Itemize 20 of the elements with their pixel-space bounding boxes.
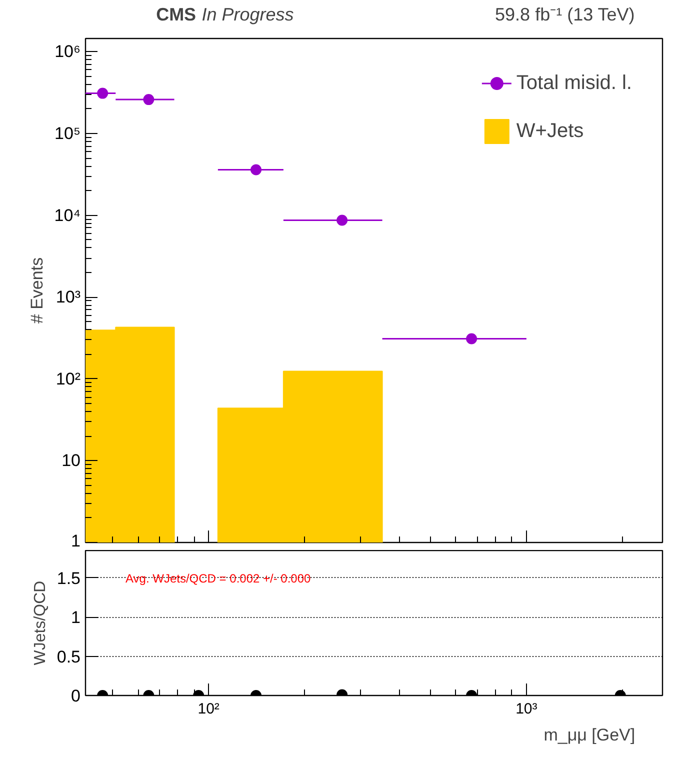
y-axis-title: WJets/QCD [32, 580, 49, 666]
y-tick-label: 10⁴ [54, 206, 81, 225]
text: 59.8 fb⁻¹ (13 TeV) [495, 4, 635, 24]
y-tick-label: 0 [71, 686, 81, 706]
chart-title: CMS [156, 4, 196, 24]
y-tick-label: 1 [71, 532, 81, 550]
y-tick-label: 10⁶ [54, 42, 81, 62]
chart-subtitle: In Progress [202, 4, 294, 24]
y-tick-label: 10² [56, 369, 81, 388]
y-axis-title: # Events [27, 257, 46, 324]
legend-label: W+Jets [516, 120, 584, 142]
x-axis-title: m_μμ [GeV] [544, 726, 636, 744]
y-tick-label: 10³ [56, 288, 81, 307]
y-tick-label: 10⁵ [54, 124, 81, 143]
y-tick-label: 1.5 [56, 568, 81, 588]
y-tick-label: 10 [62, 451, 81, 470]
y-tick-label: 1 [71, 608, 81, 628]
y-tick-label: 0.5 [56, 647, 81, 666]
annotation: Avg. WJets/QCD = 0.002 +/- 0.000 [126, 572, 312, 586]
legend-label: Total misid. l. [516, 72, 632, 94]
